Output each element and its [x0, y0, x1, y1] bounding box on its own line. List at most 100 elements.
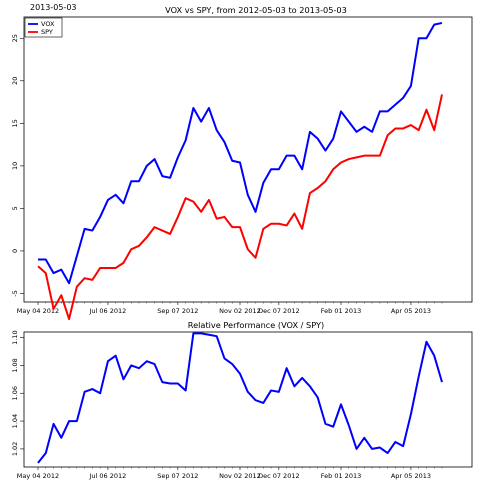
data-point — [208, 107, 210, 109]
data-point — [263, 402, 265, 404]
chart-title: Relative Performance (VOX / SPY) — [188, 320, 324, 330]
data-point — [76, 255, 78, 257]
x-tick-label: May 04 2012 — [17, 472, 59, 480]
data-point — [441, 22, 443, 24]
data-point — [263, 182, 265, 184]
data-point — [426, 37, 428, 39]
data-point — [317, 187, 319, 189]
data-point — [309, 385, 311, 387]
data-point — [231, 226, 233, 228]
data-point — [325, 150, 327, 152]
data-point — [154, 226, 156, 228]
data-point — [216, 129, 218, 131]
data-point — [177, 216, 179, 218]
data-point — [146, 360, 148, 362]
data-point — [387, 452, 389, 454]
y-tick-label: 10 — [11, 162, 19, 170]
x-tick-label: Apr 05 2013 — [391, 307, 431, 315]
data-point — [426, 109, 428, 111]
y-tick-label: 1.06 — [11, 386, 19, 400]
data-point — [441, 381, 443, 383]
data-point — [270, 390, 272, 392]
x-tick-label: Jul 06 2012 — [89, 472, 127, 480]
data-point — [130, 180, 132, 182]
y-tick-label: -5 — [11, 290, 19, 296]
data-point — [185, 140, 187, 142]
data-point — [348, 424, 350, 426]
data-point — [364, 437, 366, 439]
data-point — [356, 131, 358, 133]
data-point — [294, 155, 296, 157]
data-point — [379, 447, 381, 449]
data-point — [410, 413, 412, 415]
data-point — [68, 318, 70, 320]
data-point — [146, 237, 148, 239]
data-point — [418, 37, 420, 39]
data-point — [247, 391, 249, 393]
data-point — [332, 138, 334, 140]
legend-label-spy: SPY — [41, 28, 53, 36]
data-point — [402, 445, 404, 447]
x-tick-label: Jul 06 2012 — [89, 307, 127, 315]
data-point — [395, 104, 397, 106]
x-tick-label: May 04 2012 — [17, 307, 59, 315]
corner-date-label: 2013-05-03 — [30, 3, 77, 12]
y-tick-label: 25 — [11, 34, 19, 42]
data-point — [193, 107, 195, 109]
x-tick-label: Nov 02 2012 — [219, 307, 261, 315]
y-tick-label: 1.10 — [11, 330, 19, 344]
x-tick-label: Sep 07 2012 — [157, 307, 198, 315]
data-point — [332, 426, 334, 428]
data-point — [247, 248, 249, 250]
data-point — [216, 218, 218, 220]
data-point — [208, 334, 210, 336]
data-point — [255, 257, 257, 259]
data-point — [169, 383, 171, 385]
data-point — [200, 333, 202, 335]
data-point — [130, 248, 132, 250]
data-point — [138, 367, 140, 369]
data-point — [61, 269, 63, 271]
data-point — [286, 367, 288, 369]
data-point — [53, 308, 55, 310]
data-point — [123, 379, 125, 381]
data-point — [193, 333, 195, 335]
data-point — [45, 272, 47, 274]
data-point — [37, 265, 39, 267]
data-point — [115, 355, 117, 357]
data-point — [278, 168, 280, 170]
data-point — [208, 199, 210, 201]
x-tick-label: Apr 05 2013 — [391, 472, 431, 480]
data-point — [278, 223, 280, 225]
data-point — [61, 437, 63, 439]
data-point — [146, 165, 148, 167]
data-point — [301, 228, 303, 230]
data-point — [53, 423, 55, 425]
data-point — [177, 383, 179, 385]
data-point — [185, 390, 187, 392]
data-point — [99, 267, 101, 269]
data-point — [45, 259, 47, 261]
data-point — [340, 162, 342, 164]
data-point — [402, 128, 404, 130]
data-point — [371, 131, 373, 133]
data-point — [169, 233, 171, 235]
data-point — [364, 126, 366, 128]
data-point — [200, 211, 202, 213]
plot-frame — [23, 16, 473, 303]
data-point — [224, 141, 226, 143]
data-point — [193, 201, 195, 203]
series-line-spy — [37, 94, 443, 321]
data-point — [255, 211, 257, 213]
data-point — [433, 24, 435, 26]
data-point — [162, 230, 164, 232]
data-point — [107, 267, 109, 269]
data-point — [115, 194, 117, 196]
chart-title: VOX vs SPY, from 2012-05-03 to 2013-05-0… — [165, 5, 347, 15]
data-point — [162, 175, 164, 177]
data-point — [294, 213, 296, 215]
data-point — [309, 131, 311, 133]
data-point — [92, 230, 94, 232]
data-point — [231, 160, 233, 162]
data-point — [92, 388, 94, 390]
